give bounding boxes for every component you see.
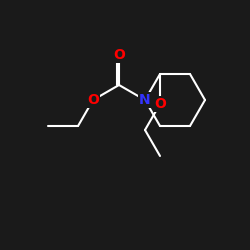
Text: O: O (87, 93, 99, 107)
Text: O: O (113, 48, 125, 62)
Text: O: O (154, 97, 166, 111)
Text: N: N (139, 93, 151, 107)
